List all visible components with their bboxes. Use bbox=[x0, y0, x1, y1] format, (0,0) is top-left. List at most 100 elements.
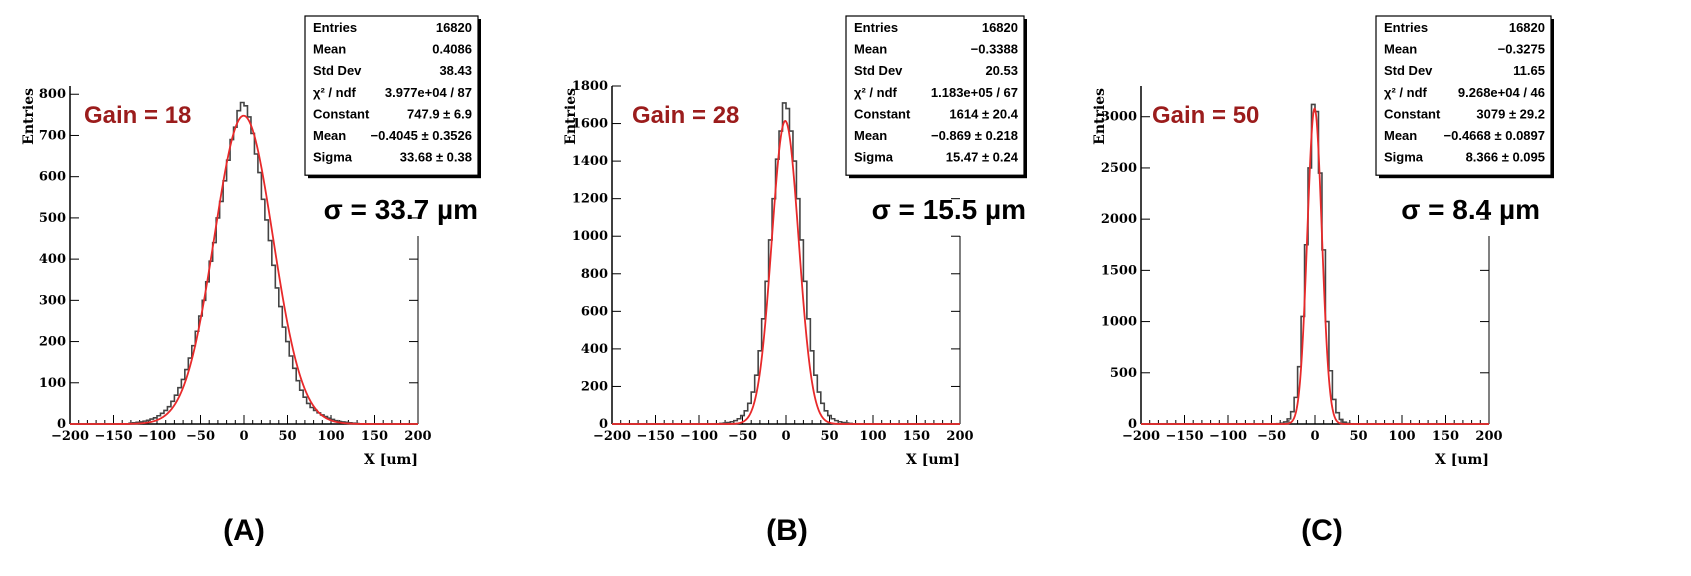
stats-label: Entries bbox=[313, 20, 357, 35]
stats-label: Mean bbox=[313, 128, 346, 143]
gaussian-fit-curve bbox=[612, 120, 960, 425]
stats-value: 33.68 ± 0.38 bbox=[400, 150, 472, 165]
stats-label: Entries bbox=[1384, 20, 1428, 35]
x-tick-label: −150 bbox=[636, 429, 674, 444]
y-tick-label: 0 bbox=[57, 417, 66, 432]
y-tick-label: 1600 bbox=[572, 117, 608, 132]
panel-b: −200 −150 −100 −50 0 50 100 150 200 0 200 400 600 800… bbox=[563, 15, 1027, 547]
x-tick-label: 200 bbox=[1475, 429, 1502, 444]
x-tick-label: 150 bbox=[903, 429, 930, 444]
panel-label: (A) bbox=[223, 514, 265, 547]
stats-box: Entries 16820 Mean −0.3275 Std Dev 11.65 χ² / … bbox=[1375, 15, 1554, 179]
x-tick-label: 100 bbox=[859, 429, 886, 444]
stats-value: 3079 ± 29.2 bbox=[1476, 106, 1545, 121]
x-axis-title: X [um] bbox=[364, 452, 418, 468]
y-tick-label: 0 bbox=[599, 417, 608, 432]
stats-box-frame bbox=[1375, 15, 1552, 176]
x-tick-label: 100 bbox=[317, 429, 344, 444]
y-tick-label: 800 bbox=[581, 267, 608, 282]
stats-value: 16820 bbox=[1509, 20, 1545, 35]
y-tick-label: 800 bbox=[39, 87, 66, 102]
stats-value: 3.977e+04 / 87 bbox=[385, 85, 472, 100]
y-tick-label: 3000 bbox=[1101, 110, 1137, 125]
x-tick-label: −150 bbox=[1165, 429, 1203, 444]
stats-value: −0.4045 ± 0.3526 bbox=[371, 128, 472, 143]
y-tick-label: 1400 bbox=[572, 154, 608, 169]
y-tick-label: 200 bbox=[39, 335, 66, 350]
y-tick-label: 100 bbox=[39, 376, 66, 391]
x-tick-label: −100 bbox=[138, 429, 176, 444]
stats-value: 747.9 ± 6.9 bbox=[407, 106, 472, 121]
stats-label: Mean bbox=[1384, 128, 1417, 143]
x-axis-title: X [um] bbox=[906, 452, 960, 468]
stats-value: −0.3388 bbox=[971, 42, 1018, 57]
x-tick-label: −200 bbox=[51, 429, 89, 444]
stats-value: −0.869 ± 0.218 bbox=[931, 128, 1018, 143]
stats-label: χ² / ndf bbox=[854, 85, 898, 100]
stats-label: Mean bbox=[313, 42, 346, 57]
stats-value: 0.4086 bbox=[432, 42, 472, 57]
y-tick-label: 2000 bbox=[1101, 212, 1137, 227]
y-tick-label: 400 bbox=[39, 252, 66, 267]
stats-label: Std Dev bbox=[854, 63, 903, 78]
panel-a: −200 −150 −100 −50 0 50 100 150 200 0 100 200 300 400… bbox=[21, 15, 481, 547]
stats-value: 1614 ± 20.4 bbox=[949, 106, 1018, 121]
stats-label: Constant bbox=[1384, 106, 1441, 121]
y-tick-label: 200 bbox=[581, 379, 608, 394]
x-tick-label: 50 bbox=[820, 429, 838, 444]
x-tick-label: 0 bbox=[1310, 429, 1319, 444]
stats-label: Sigma bbox=[854, 150, 894, 165]
stats-value: −0.3275 bbox=[1498, 42, 1545, 57]
stats-value: 16820 bbox=[436, 20, 472, 35]
stats-label: Mean bbox=[854, 42, 887, 57]
x-tick-label: −50 bbox=[728, 429, 757, 444]
stats-label: χ² / ndf bbox=[1384, 85, 1428, 100]
panel-c: −200 −150 −100 −50 0 50 100 150 2000500100015002… bbox=[1092, 15, 1554, 547]
stats-label: Std Dev bbox=[313, 63, 362, 78]
stats-value: 1.183e+05 / 67 bbox=[931, 85, 1018, 100]
stats-label: Constant bbox=[313, 106, 370, 121]
x-tick-label: 150 bbox=[1432, 429, 1459, 444]
x-tick-label: 50 bbox=[278, 429, 296, 444]
panel-label: (B) bbox=[766, 514, 808, 547]
y-tick-label: 1500 bbox=[1101, 263, 1137, 278]
stats-value: 15.47 ± 0.24 bbox=[946, 150, 1019, 165]
stats-label: Std Dev bbox=[1384, 63, 1433, 78]
y-axis-title: Entries bbox=[1092, 88, 1108, 145]
stats-box-frame bbox=[845, 15, 1025, 176]
x-tick-label: −50 bbox=[1257, 429, 1286, 444]
x-tick-label: 50 bbox=[1349, 429, 1367, 444]
stats-value: 8.366 ± 0.095 bbox=[1466, 150, 1545, 165]
histogram-line bbox=[612, 102, 960, 425]
x-tick-label: −50 bbox=[186, 429, 215, 444]
stats-label: Entries bbox=[854, 20, 898, 35]
x-tick-label: 100 bbox=[1388, 429, 1415, 444]
gain-label: Gain = 50 bbox=[1152, 102, 1259, 129]
y-tick-label: 2500 bbox=[1101, 161, 1137, 176]
stats-value: 9.268e+04 / 46 bbox=[1458, 85, 1545, 100]
y-tick-label: 1000 bbox=[572, 229, 608, 244]
x-tick-label: −150 bbox=[94, 429, 132, 444]
stats-value: 20.53 bbox=[985, 63, 1018, 78]
y-tick-label: 500 bbox=[39, 211, 66, 226]
x-axis-title: X [um] bbox=[1435, 452, 1489, 468]
x-tick-label: 0 bbox=[781, 429, 790, 444]
sigma-label: σ = 8.4 µm bbox=[1401, 194, 1540, 225]
x-tick-label: 0 bbox=[239, 429, 248, 444]
y-tick-label: 1000 bbox=[1101, 315, 1137, 330]
stats-box: Entries 16820 Mean 0.4086 Std Dev 38.43 χ² / n… bbox=[304, 15, 481, 179]
stats-label: Sigma bbox=[313, 150, 353, 165]
x-tick-label: 200 bbox=[404, 429, 431, 444]
y-tick-label: 600 bbox=[39, 170, 66, 185]
y-tick-label: 500 bbox=[1110, 366, 1137, 381]
y-axis-title: Entries bbox=[563, 88, 579, 145]
stats-box-frame bbox=[304, 15, 479, 176]
y-tick-label: 600 bbox=[581, 304, 608, 319]
y-tick-label: 700 bbox=[39, 128, 66, 143]
y-tick-label: 1800 bbox=[572, 79, 608, 94]
x-tick-label: −100 bbox=[1209, 429, 1247, 444]
y-tick-label: 1200 bbox=[572, 192, 608, 207]
gaussian-fit-curve bbox=[70, 114, 418, 425]
